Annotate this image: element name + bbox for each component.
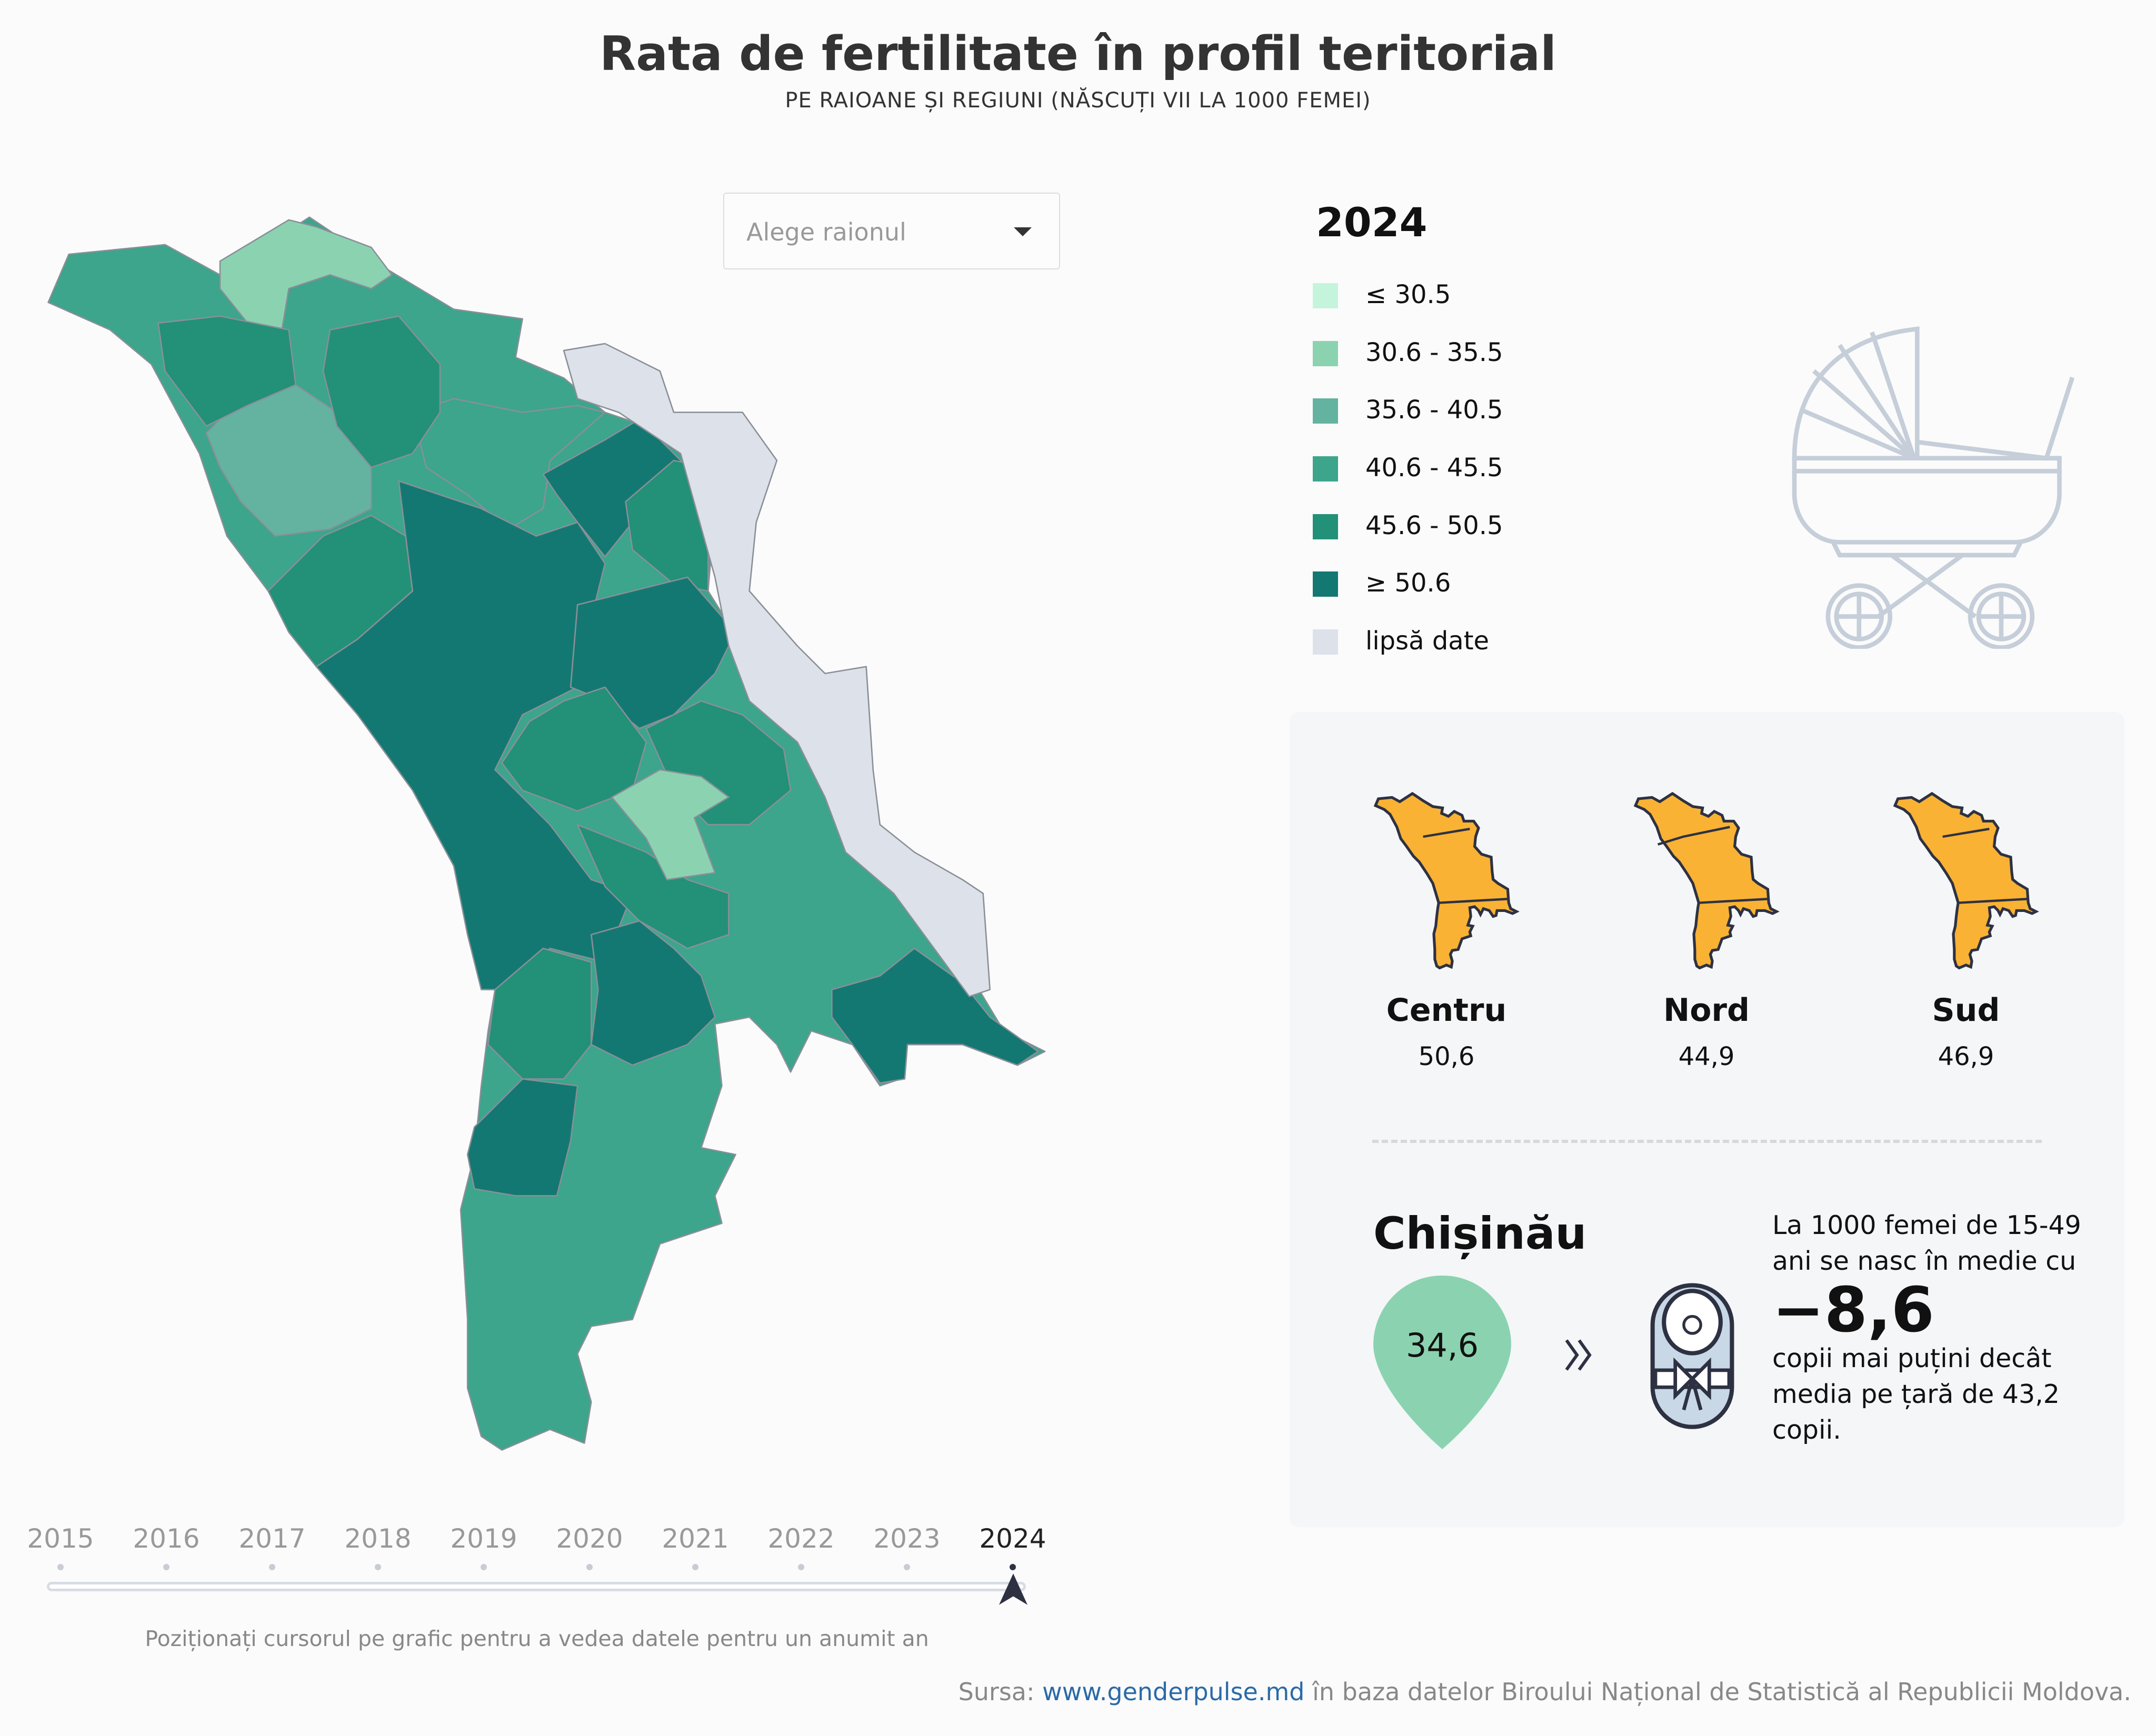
timeline-dot[interactable] bbox=[1010, 1564, 1016, 1570]
map-region[interactable] bbox=[487, 947, 592, 1080]
source-link[interactable]: www.genderpulse.md bbox=[1042, 1678, 1305, 1706]
legend-label: 45.6 - 50.5 bbox=[1365, 511, 1503, 540]
legend-swatch bbox=[1313, 629, 1338, 655]
moldova-choropleth-map[interactable] bbox=[0, 0, 1053, 1473]
map-region-chisinau[interactable] bbox=[611, 769, 730, 880]
timeline-year[interactable]: 2022 bbox=[767, 1523, 835, 1554]
region-name-nord: Nord bbox=[1663, 992, 1750, 1029]
legend-swatch bbox=[1313, 398, 1338, 424]
timeline-year[interactable]: 2023 bbox=[873, 1523, 941, 1554]
map-region[interactable] bbox=[412, 398, 606, 530]
timeline-year[interactable]: 2021 bbox=[662, 1523, 729, 1554]
divider bbox=[1372, 1140, 2042, 1143]
legend-label: 35.6 - 40.5 bbox=[1365, 395, 1503, 425]
source-note: Sursa: www.genderpulse.md în baza datelo… bbox=[959, 1678, 2131, 1706]
map-region[interactable] bbox=[267, 515, 414, 668]
map-region[interactable] bbox=[466, 1078, 578, 1197]
raion-select-dropdown[interactable]: Alege raionul bbox=[723, 193, 1060, 269]
map-region[interactable] bbox=[322, 315, 441, 468]
timeline-dot[interactable] bbox=[904, 1564, 910, 1570]
map-region[interactable] bbox=[831, 947, 1039, 1084]
swaddled-baby-icon bbox=[1650, 1283, 1734, 1429]
map-region[interactable] bbox=[590, 920, 716, 1066]
legend-label: lipsă date bbox=[1365, 626, 1490, 656]
city-value: 34,6 bbox=[1405, 1326, 1479, 1364]
region-map-centru-icon[interactable] bbox=[1368, 792, 1525, 971]
region-name-sud: Sud bbox=[1932, 992, 2000, 1029]
region-value-nord: 44,9 bbox=[1678, 1042, 1735, 1071]
region-map-sud-icon[interactable] bbox=[1887, 792, 2045, 971]
timeline-dot[interactable] bbox=[798, 1564, 804, 1570]
region-name-centru: Centru bbox=[1386, 992, 1507, 1029]
timeline-dot[interactable] bbox=[692, 1564, 698, 1570]
source-suffix: în baza datelor Biroului Național de Sta… bbox=[1304, 1678, 2131, 1706]
region-value-centru: 50,6 bbox=[1418, 1042, 1475, 1071]
value-drop-marker bbox=[1373, 1276, 1511, 1449]
map-region[interactable] bbox=[501, 686, 647, 812]
page-title: Rata de fertilitate în profil teritorial bbox=[600, 26, 1556, 82]
timeline-slider-handle[interactable] bbox=[999, 1573, 1027, 1605]
timeline-dot[interactable] bbox=[586, 1564, 593, 1570]
comparison-text-line: ani se nasc în medie cu bbox=[1772, 1246, 2077, 1276]
legend-swatch bbox=[1313, 514, 1338, 539]
baby-pram-icon bbox=[1792, 326, 2075, 649]
timeline-year[interactable]: 2015 bbox=[27, 1523, 94, 1554]
legend-label: ≥ 50.6 bbox=[1365, 568, 1451, 598]
timeline-slider-track[interactable] bbox=[47, 1582, 1026, 1591]
legend-swatch bbox=[1313, 456, 1338, 481]
timeline-hint: Poziționați cursorul pe grafic pentru a … bbox=[145, 1626, 929, 1651]
legend-swatch bbox=[1313, 341, 1338, 366]
source-prefix: Sursa: bbox=[958, 1678, 1043, 1706]
timeline-year[interactable]: 2019 bbox=[450, 1523, 517, 1554]
city-name: Chișinău bbox=[1373, 1208, 1587, 1259]
comparison-text-line: copii mai puțini decât bbox=[1772, 1343, 2052, 1373]
legend-label: 40.6 - 45.5 bbox=[1365, 453, 1503, 483]
timeline-year[interactable]: 2018 bbox=[344, 1523, 412, 1554]
timeline-year[interactable]: 2020 bbox=[556, 1523, 623, 1554]
map-region[interactable] bbox=[219, 219, 393, 331]
legend-swatch bbox=[1313, 283, 1338, 308]
timeline-dot[interactable] bbox=[269, 1564, 275, 1570]
comparison-text-line: media pe țară de 43,2 bbox=[1772, 1379, 2060, 1409]
difference-value: −8,6 bbox=[1772, 1273, 1934, 1346]
timeline-dot[interactable] bbox=[57, 1564, 64, 1570]
timeline-year[interactable]: 2017 bbox=[238, 1523, 306, 1554]
page-subtitle: PE RAIOANE ȘI REGIUNI (NĂSCUȚI VII LA 10… bbox=[785, 88, 1371, 113]
chevron-down-icon bbox=[1014, 227, 1032, 236]
timeline-dot[interactable] bbox=[163, 1564, 169, 1570]
timeline-year-selected[interactable]: 2024 bbox=[979, 1523, 1046, 1554]
legend-year: 2024 bbox=[1316, 199, 1428, 246]
comparison-text-line: copii. bbox=[1772, 1415, 1841, 1445]
region-map-nord-icon[interactable] bbox=[1628, 792, 1785, 971]
timeline-dot[interactable] bbox=[481, 1564, 487, 1570]
legend-label: ≤ 30.5 bbox=[1365, 280, 1451, 309]
region-value-sud: 46,9 bbox=[1938, 1042, 1994, 1071]
map-region-missing-data[interactable] bbox=[563, 343, 991, 997]
map-region[interactable] bbox=[625, 459, 709, 592]
dropdown-placeholder: Alege raionul bbox=[746, 218, 906, 246]
timeline-dot[interactable] bbox=[375, 1564, 381, 1570]
comparison-text-line: La 1000 femei de 15-49 bbox=[1772, 1210, 2081, 1240]
double-chevron-right-icon bbox=[1565, 1339, 1592, 1371]
legend-label: 30.6 - 35.5 bbox=[1365, 338, 1503, 367]
timeline-year[interactable]: 2016 bbox=[133, 1523, 200, 1554]
legend-swatch bbox=[1313, 571, 1338, 597]
map-region[interactable] bbox=[157, 315, 297, 427]
